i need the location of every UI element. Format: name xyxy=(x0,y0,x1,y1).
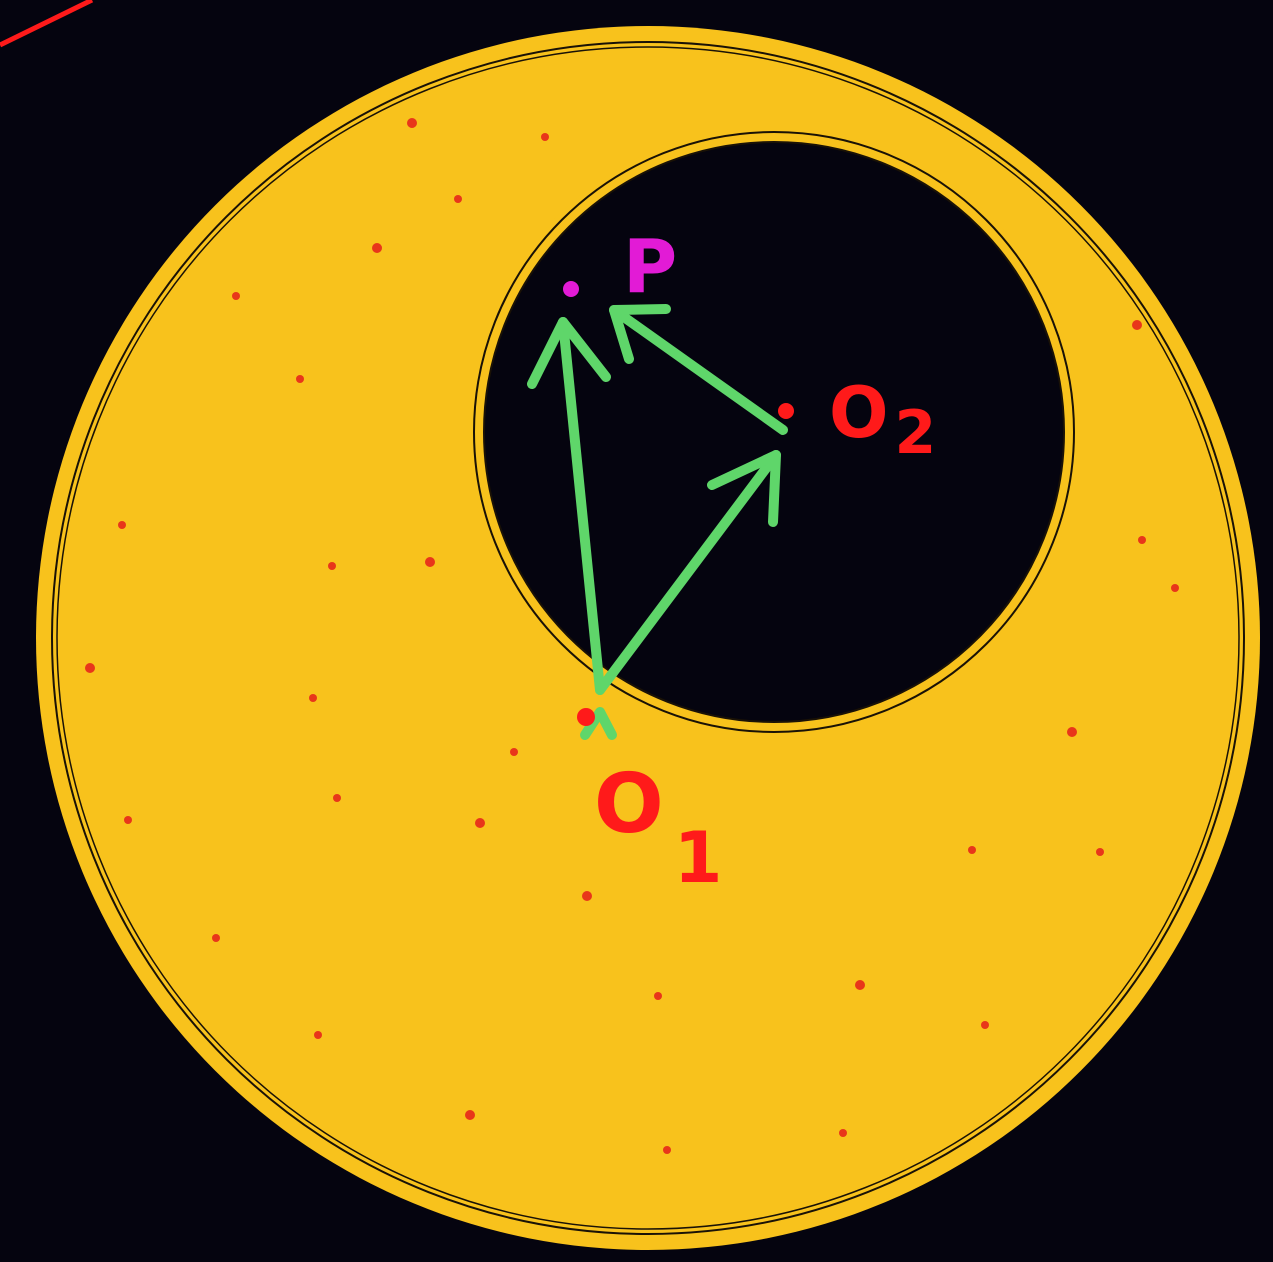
vector-group xyxy=(527,304,788,740)
outer-sphere-outline xyxy=(51,41,1245,1235)
speck xyxy=(663,1146,671,1154)
label-o1: O1 xyxy=(594,757,722,899)
speck xyxy=(232,292,240,300)
speck xyxy=(212,934,220,942)
speck xyxy=(510,748,518,756)
corner-line xyxy=(0,0,94,48)
arrow-icon xyxy=(595,450,781,695)
speck xyxy=(981,1021,989,1029)
vector-o1-to-p-head xyxy=(527,317,611,389)
vector-o1-to-p xyxy=(558,317,605,695)
speck xyxy=(475,818,485,828)
speck xyxy=(314,1031,322,1039)
speck xyxy=(654,992,662,1000)
speck xyxy=(968,846,976,854)
speck xyxy=(1132,320,1142,330)
speck xyxy=(407,118,417,128)
speck xyxy=(855,980,865,990)
cavity xyxy=(468,126,1080,738)
point-p xyxy=(563,281,579,297)
speck xyxy=(118,521,126,529)
outer-sphere-outline-inner xyxy=(56,46,1240,1230)
speck xyxy=(1171,584,1179,592)
speck xyxy=(454,195,462,203)
vector-o1-to-o2-head xyxy=(707,450,781,527)
arrow-icon xyxy=(609,304,788,435)
vector-o2-to-p-head xyxy=(609,304,671,364)
speck xyxy=(333,794,341,802)
vector-o1-to-o2 xyxy=(595,450,781,695)
speck xyxy=(839,1129,847,1137)
center-o1 xyxy=(577,708,595,726)
speck xyxy=(85,663,95,673)
speck xyxy=(328,562,336,570)
o1-tick xyxy=(580,707,617,740)
speck xyxy=(1138,536,1146,544)
speck xyxy=(425,557,435,567)
speck xyxy=(541,133,549,141)
speck xyxy=(309,694,317,702)
speck xyxy=(296,375,304,383)
speck xyxy=(124,816,132,824)
vector-o2-to-p xyxy=(609,305,788,435)
cavity-outline xyxy=(473,131,1075,733)
speck-group xyxy=(85,118,1179,1154)
cavity-interior xyxy=(483,141,1065,723)
speck xyxy=(1096,848,1104,856)
center-o2 xyxy=(778,403,794,419)
speck xyxy=(465,1110,475,1120)
arrow-icon xyxy=(527,317,611,695)
speck xyxy=(1067,727,1077,737)
label-p: P xyxy=(623,224,677,310)
speck xyxy=(582,891,592,901)
speck xyxy=(372,243,382,253)
